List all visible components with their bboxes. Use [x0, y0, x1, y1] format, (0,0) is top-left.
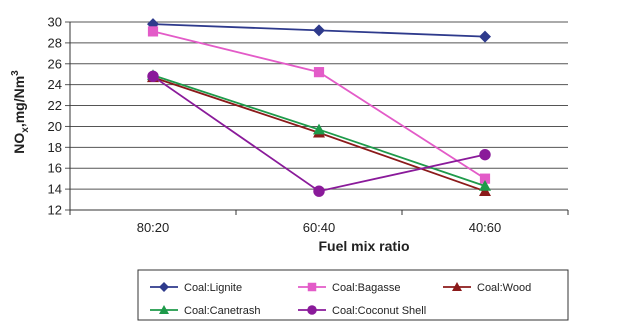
legend-label: Coal:Bagasse	[332, 282, 401, 294]
y-tick-label: 20	[48, 119, 62, 134]
legend-item: Coal:Lignite	[150, 282, 242, 294]
series-lines	[147, 18, 491, 197]
y-axis-label-middle: ,mg/Nm	[11, 76, 27, 127]
y-tick-label: 14	[48, 182, 62, 197]
y-tick-label: 26	[48, 56, 62, 71]
data-point	[313, 185, 325, 197]
y-tick-label: 22	[48, 98, 62, 113]
series-coal-bagasse	[147, 26, 491, 184]
legend-item: Coal:Wood	[443, 282, 531, 294]
data-point	[147, 26, 159, 37]
data-point	[479, 173, 491, 184]
x-tick-label: 80:20	[137, 220, 170, 235]
legend-label: Coal:Lignite	[184, 282, 242, 294]
y-axis-label-superscript: 3	[10, 70, 21, 76]
y-axis-label-main: NO	[11, 133, 27, 154]
y-axis-label: NOx,mg/Nm3	[10, 70, 31, 154]
data-point	[313, 24, 325, 37]
y-axis-label-subscript: x	[20, 127, 31, 133]
legend-label: Coal:Coconut Shell	[332, 305, 426, 317]
data-point	[479, 179, 491, 191]
legend-marker	[452, 282, 462, 291]
series-line	[152, 30, 486, 180]
legend-label: Coal:Canetrash	[184, 305, 260, 317]
x-axis-label: Fuel mix ratio	[318, 238, 409, 254]
y-tick-label: 28	[48, 35, 62, 50]
y-tick-label: 30	[48, 15, 62, 30]
x-tick-label: 40:60	[469, 220, 502, 235]
y-tick-label: 12	[48, 203, 62, 218]
legend-marker	[159, 282, 169, 292]
legend-item: Coal:Canetrash	[150, 305, 260, 317]
y-tick-label: 18	[48, 140, 62, 155]
legend-item: Coal:Coconut Shell	[298, 305, 426, 317]
legend: Coal:Lignite Coal:Bagasse Coal:Wood Coal:Ca…	[137, 269, 569, 321]
data-point	[479, 30, 491, 43]
legend-marker	[307, 282, 317, 292]
y-tick-label: 16	[48, 161, 62, 176]
series-coal-coconut-shell	[147, 70, 491, 197]
data-point	[479, 148, 491, 161]
x-tick-label: 60:40	[303, 220, 336, 235]
series-coal-canetrash	[147, 69, 491, 191]
y-tick-label: 24	[48, 77, 62, 92]
legend-marker	[159, 305, 169, 314]
legend-label: Coal:Wood	[477, 282, 531, 294]
axes: 12 14 16 18 20 22 24 26 28 30 80:20 60:40 40:60	[48, 15, 569, 235]
legend-item: Coal:Bagasse	[298, 282, 401, 294]
data-point	[313, 123, 325, 135]
gridlines	[70, 21, 568, 211]
legend-box	[137, 269, 569, 321]
data-point	[147, 70, 159, 83]
legend-marker	[307, 305, 317, 315]
data-point	[313, 67, 325, 78]
